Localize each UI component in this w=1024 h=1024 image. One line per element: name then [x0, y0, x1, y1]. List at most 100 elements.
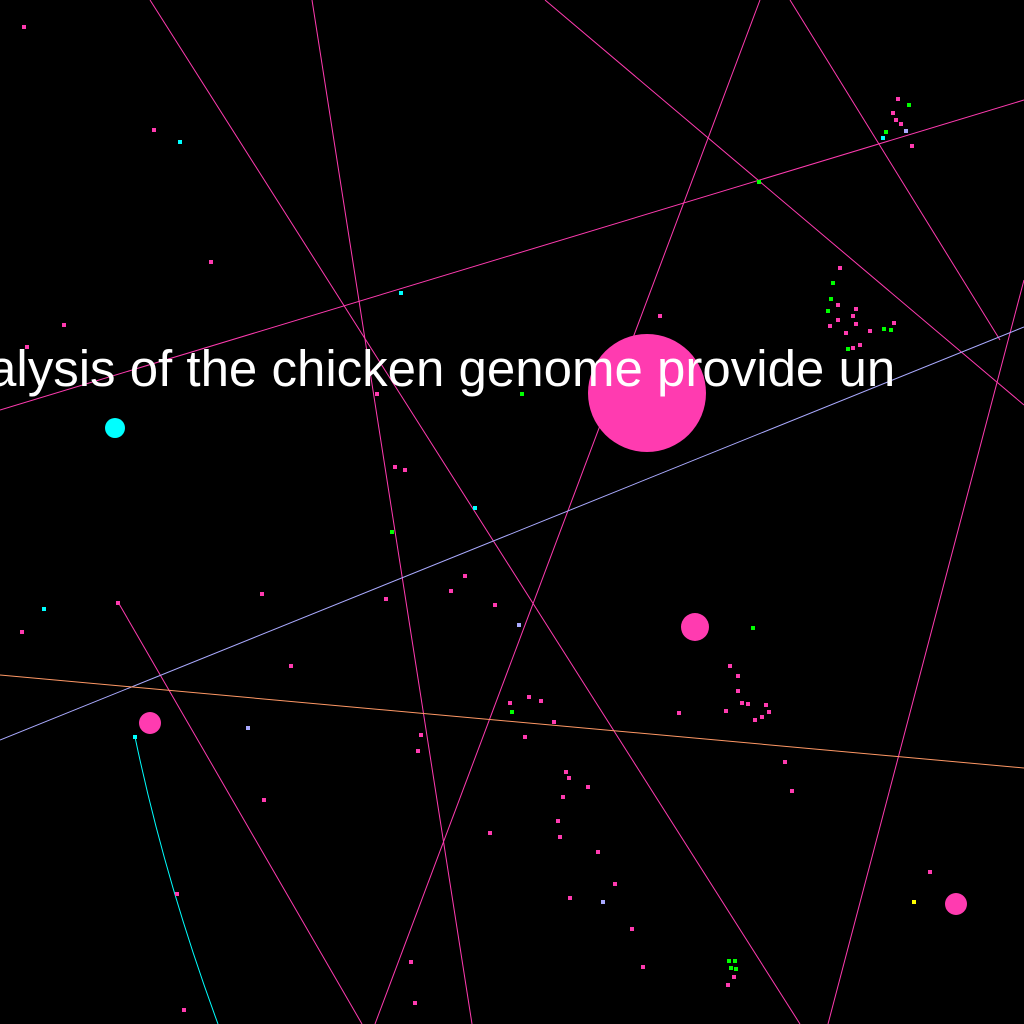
speck [520, 392, 524, 396]
speck [912, 900, 916, 904]
speck [757, 180, 761, 184]
speck [539, 699, 543, 703]
speck [22, 25, 26, 29]
speck [209, 260, 213, 264]
magenta-line [117, 601, 363, 1024]
magenta-dot [139, 712, 161, 734]
speck [488, 831, 492, 835]
speck [829, 297, 833, 301]
speck [25, 345, 29, 349]
speck [734, 967, 738, 971]
cyan-curve [134, 736, 219, 1024]
magenta-line [544, 0, 1024, 406]
speck-layer [20, 25, 932, 1012]
speck [42, 607, 46, 611]
speck [613, 882, 617, 886]
speck [726, 983, 730, 987]
speck [753, 718, 757, 722]
speck [175, 892, 179, 896]
magenta-line [827, 279, 1024, 1024]
speck [882, 327, 886, 331]
magenta-line [149, 0, 801, 1024]
speck [116, 601, 120, 605]
speck [846, 347, 850, 351]
cyan-dot [105, 418, 125, 438]
speck [889, 328, 893, 332]
speck [854, 322, 858, 326]
speck [896, 97, 900, 101]
orange-line [0, 674, 1024, 769]
speck [851, 314, 855, 318]
speck [836, 318, 840, 322]
speck [764, 703, 768, 707]
speck [884, 130, 888, 134]
lavender-line [0, 326, 1024, 741]
speck [262, 798, 266, 802]
magenta-dot [945, 893, 967, 915]
speck [416, 749, 420, 753]
speck [828, 324, 832, 328]
speck [473, 506, 477, 510]
speck [564, 770, 568, 774]
speck [760, 715, 764, 719]
speck [419, 733, 423, 737]
speck [384, 597, 388, 601]
speck [899, 122, 903, 126]
speck [596, 850, 600, 854]
speck [910, 144, 914, 148]
speck [289, 664, 293, 668]
speck [740, 701, 744, 705]
speck [523, 735, 527, 739]
speck [728, 664, 732, 668]
large-magenta-dot [588, 334, 706, 452]
speck [724, 709, 728, 713]
speck [375, 392, 379, 396]
speck [449, 589, 453, 593]
speck [746, 702, 750, 706]
speck [907, 103, 911, 107]
speck [783, 760, 787, 764]
speck [733, 959, 737, 963]
speck [568, 896, 572, 900]
speck [641, 965, 645, 969]
speck [831, 281, 835, 285]
speck [510, 710, 514, 714]
speck [729, 966, 733, 970]
speck [178, 140, 182, 144]
speck [928, 870, 932, 874]
speck [868, 329, 872, 333]
speck [767, 710, 771, 714]
large-dot-layer [105, 334, 967, 915]
speck [463, 574, 467, 578]
speck [556, 819, 560, 823]
speck [493, 603, 497, 607]
speck [677, 711, 681, 715]
speck [561, 795, 565, 799]
speck [751, 626, 755, 630]
speck [393, 465, 397, 469]
speck [508, 701, 512, 705]
speck [552, 720, 556, 724]
speck [62, 323, 66, 327]
speck [904, 129, 908, 133]
speck [891, 111, 895, 115]
magenta-line [789, 0, 1001, 341]
magenta-dot [681, 613, 709, 641]
speck [894, 118, 898, 122]
speck [586, 785, 590, 789]
speck [601, 900, 605, 904]
speck [152, 128, 156, 132]
speck [390, 530, 394, 534]
speck [790, 789, 794, 793]
speck [527, 695, 531, 699]
speck [630, 927, 634, 931]
speck [409, 960, 413, 964]
speck [736, 689, 740, 693]
speck [20, 630, 24, 634]
speck [844, 331, 848, 335]
speck [854, 307, 858, 311]
magenta-line [374, 0, 761, 1024]
speck [517, 623, 521, 627]
speck [732, 975, 736, 979]
